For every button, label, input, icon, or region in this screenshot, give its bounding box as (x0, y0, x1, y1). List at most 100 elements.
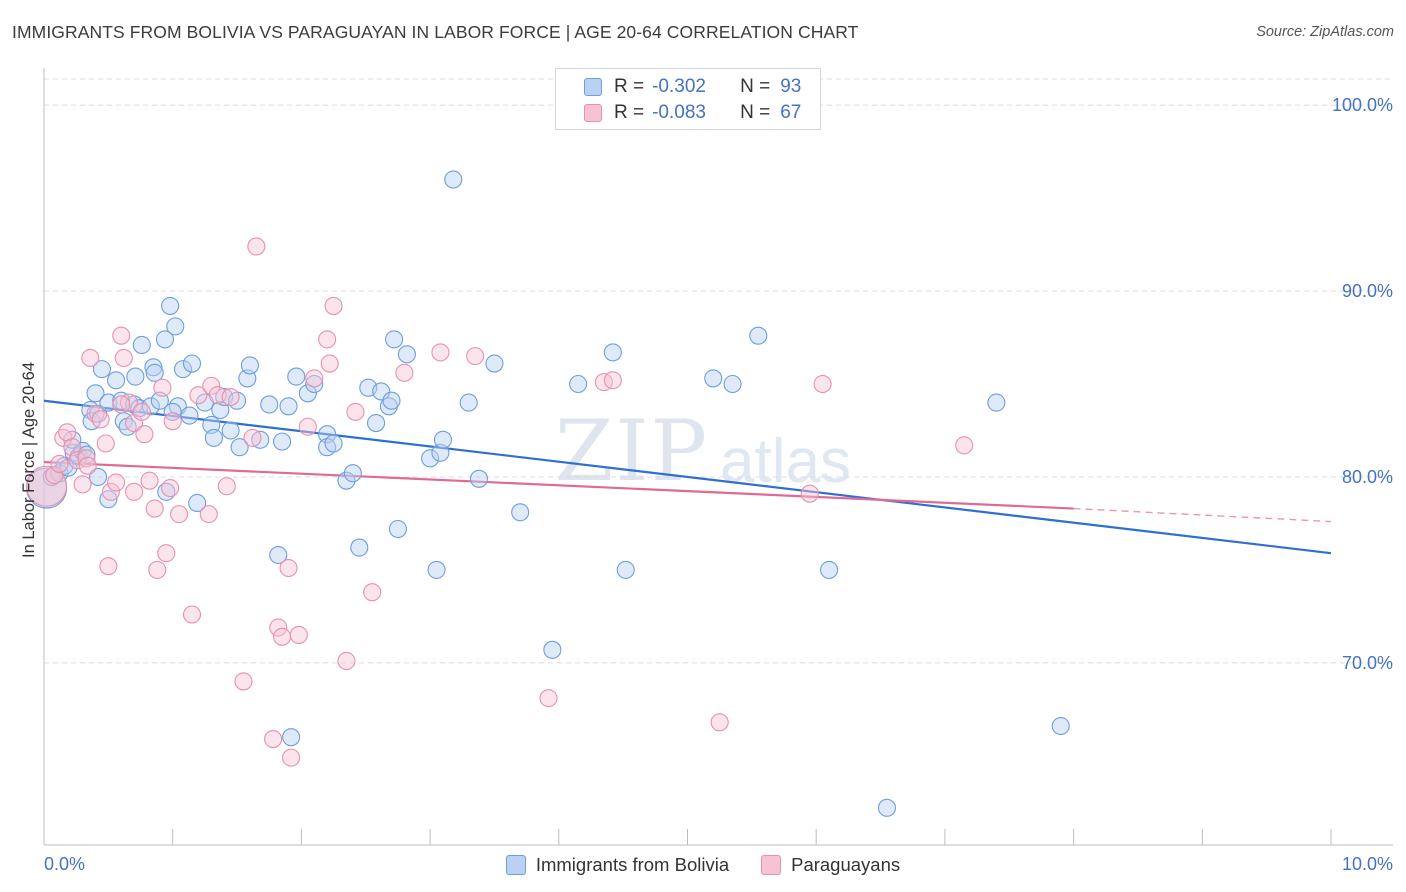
bolivia-point (433, 430, 453, 449)
n-label: N = (740, 102, 771, 123)
bolivia-point (155, 330, 175, 349)
paraguay-point (73, 475, 92, 494)
paraguay-point (320, 354, 339, 373)
bolivia-point (877, 798, 897, 817)
paraguay-point (202, 376, 221, 395)
tick-labels: 70.0% 80.0% 90.0% 100.0% 0.0% 10.0% In Labor F… (20, 95, 1393, 874)
bolivia-point (366, 413, 386, 433)
paraguay-point (107, 473, 126, 492)
paraguay-point (289, 625, 308, 644)
paraguay-trend-line (43, 460, 1074, 510)
bolivia-point (1051, 716, 1070, 736)
bolivia-point (616, 560, 635, 579)
paraguay-point (91, 410, 110, 429)
paraguay-point (539, 689, 558, 708)
bolivia-point (749, 326, 768, 345)
paraguay-point (466, 347, 485, 366)
paraguay-point (282, 748, 301, 767)
x-tick-label: 0.0% (44, 854, 85, 874)
paraguay-point (132, 402, 151, 421)
paraguay-point (431, 343, 450, 362)
bolivia-point (337, 471, 356, 490)
bolivia-point (459, 393, 478, 412)
bolivia-point (820, 560, 839, 579)
paraguay-swatch (761, 855, 782, 875)
paraguay-point (324, 296, 343, 315)
legend-item-paraguay: Paraguayans (761, 854, 900, 876)
paraguay-point (45, 466, 64, 485)
paraguay-trend-extension (1073, 507, 1332, 523)
bolivia-point (230, 438, 249, 457)
bolivia-point (444, 170, 463, 189)
paraguay-point (148, 560, 167, 579)
paraguay-point (112, 326, 131, 345)
paraguay-point (247, 237, 266, 256)
bolivia-swatch (584, 78, 602, 96)
bolivia-point (269, 545, 288, 565)
paraguay-point (119, 393, 138, 412)
paraguay-point (99, 557, 118, 576)
paraguay-point (68, 451, 87, 470)
bolivia-point (166, 317, 185, 336)
source-credit: Source: ZipAtlas.com (1256, 24, 1394, 40)
paraguay-point (217, 477, 236, 496)
bolivia-point (92, 360, 111, 379)
paraguay-point (96, 434, 115, 453)
paraguay-point (318, 330, 337, 349)
y-axis-label: In Labor Force | Age 20-64 (20, 362, 38, 558)
bolivia-point (141, 397, 160, 416)
bolivia-point (173, 360, 193, 379)
paraguay-point (114, 348, 133, 368)
paraguay-point (81, 348, 100, 368)
bolivia-point (260, 395, 279, 414)
bolivia-point (204, 428, 223, 447)
bolivia-swatch (505, 855, 526, 875)
bolivia-point (145, 363, 164, 382)
series-legend: Immigrants from Bolivia Paraguayans (0, 852, 1406, 878)
paraguay-point (101, 482, 120, 501)
legend-label-paraguay: Paraguayans (791, 854, 901, 875)
n-label: N = (740, 76, 771, 97)
bolivia-point (372, 382, 391, 401)
paraguay-point (140, 471, 159, 490)
paraguay-point (273, 627, 292, 646)
bolivia-point (132, 335, 151, 355)
bolivia-point (144, 358, 163, 377)
bolivia-point (704, 369, 723, 388)
x-tick-label: 10.0% (1342, 854, 1393, 874)
paraguay-point (243, 428, 262, 447)
bolivia-point (603, 343, 622, 362)
bolivia-point (107, 371, 126, 390)
legend-row-paraguay: R = -0.083 N = 67 (556, 100, 801, 126)
n-value: 93 (780, 76, 802, 97)
paraguay-point (594, 373, 613, 392)
paraguay-point (26, 465, 68, 507)
paraguay-point (163, 412, 182, 431)
r-label: R = (614, 76, 645, 97)
paraguay-point (279, 558, 298, 578)
bolivia-point (298, 384, 317, 403)
paraguay-point (337, 651, 356, 671)
bolivia-point (221, 421, 240, 440)
bolivia-point (99, 490, 118, 509)
legend-label-bolivia: Immigrants from Bolivia (535, 854, 730, 875)
bolivia-point (182, 354, 202, 373)
paraguay-point (346, 402, 365, 421)
r-value: -0.083 (652, 102, 706, 123)
bolivia-point (569, 374, 588, 394)
paraguay-point (221, 387, 240, 407)
paraguay-point (710, 713, 729, 732)
bolivia-point (86, 384, 105, 403)
bolivia-point (427, 560, 446, 579)
paraguay-point (603, 371, 622, 390)
bolivia-point (161, 296, 180, 315)
bolivia-point (469, 469, 489, 488)
paraguay-point (199, 505, 218, 524)
bolivia-point (240, 356, 259, 375)
bolivia-point (987, 393, 1006, 412)
bolivia-point (180, 406, 199, 425)
r-value: -0.302 (652, 76, 706, 97)
data-points (26, 170, 1070, 817)
paraguay-point (234, 672, 253, 691)
